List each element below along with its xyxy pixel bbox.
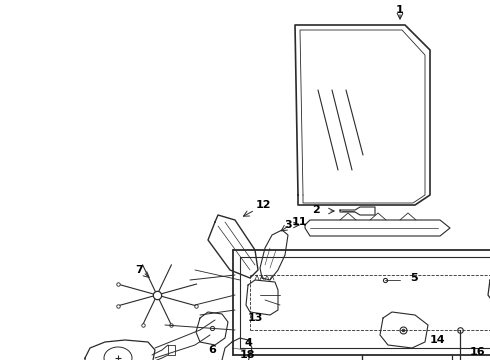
Text: 3: 3: [284, 220, 292, 230]
Text: 13: 13: [248, 313, 264, 323]
Text: 1: 1: [396, 5, 404, 15]
Text: 4: 4: [244, 338, 252, 348]
Text: 16: 16: [470, 347, 486, 357]
Text: 7: 7: [135, 265, 143, 275]
Text: 11: 11: [292, 217, 308, 227]
Text: 18: 18: [240, 350, 255, 360]
Text: 12: 12: [256, 200, 271, 210]
Text: 2: 2: [312, 205, 320, 215]
Text: 14: 14: [430, 335, 445, 345]
Text: 5: 5: [410, 273, 417, 283]
Text: 6: 6: [208, 345, 216, 355]
